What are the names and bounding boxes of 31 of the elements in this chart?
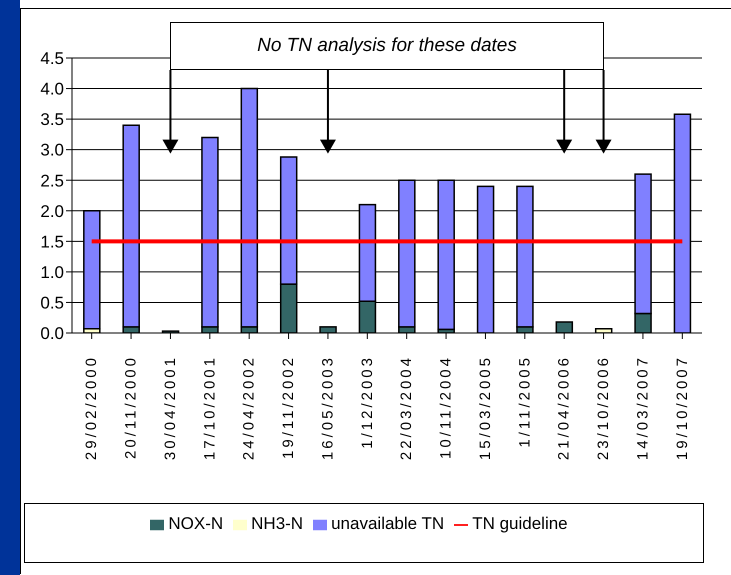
legend-label: TN guideline — [472, 514, 568, 533]
x-tick-label: 16/05/2003 — [319, 355, 336, 460]
x-tick-label: 20/11/2000 — [122, 355, 140, 459]
y-tick-label: 0.0 — [40, 324, 64, 344]
legend-label: NH3-N — [251, 514, 304, 533]
y-tick-label: 4.0 — [40, 80, 64, 99]
x-tick-label: 22/03/2004 — [398, 355, 416, 460]
x-tick-label: 19/10/2007 — [674, 355, 691, 460]
x-tick-label: 29/02/2000 — [83, 355, 100, 460]
y-tick-label: 2.5 — [40, 171, 64, 190]
x-tick-label: 19/11/2002 — [280, 355, 298, 459]
x-tick-label: 14/03/2007 — [634, 355, 652, 460]
y-tick-label: 2.0 — [40, 202, 64, 221]
y-tick-label: 0.5 — [40, 293, 64, 312]
x-tick-label: 23/10/2006 — [595, 355, 612, 460]
x-tick-label: 1/11/2005 — [516, 355, 534, 448]
x-tick-label: 30/04/2001 — [162, 355, 179, 460]
legend-label: unavailable TN — [331, 514, 444, 533]
x-tick-label: 10/11/2004 — [438, 355, 455, 459]
y-tick-label: 3.5 — [40, 110, 64, 130]
x-tick-label: 21/04/2006 — [556, 355, 573, 460]
x-tick-label: 24/04/2002 — [240, 355, 258, 460]
x-tick-label: 15/03/2005 — [476, 355, 494, 460]
y-tick-label: 3.0 — [40, 140, 64, 160]
y-tick-label: 4.5 — [40, 49, 64, 68]
callout-box: No TN analysis for these dates — [170, 22, 604, 70]
x-tick-label: 1/12/2003 — [358, 355, 376, 449]
y-tick-label: 1.5 — [40, 232, 64, 252]
x-tick-label: 17/10/2001 — [201, 355, 218, 460]
legend-label: NOX-N — [168, 514, 224, 533]
y-tick-label: 1.0 — [40, 262, 64, 282]
